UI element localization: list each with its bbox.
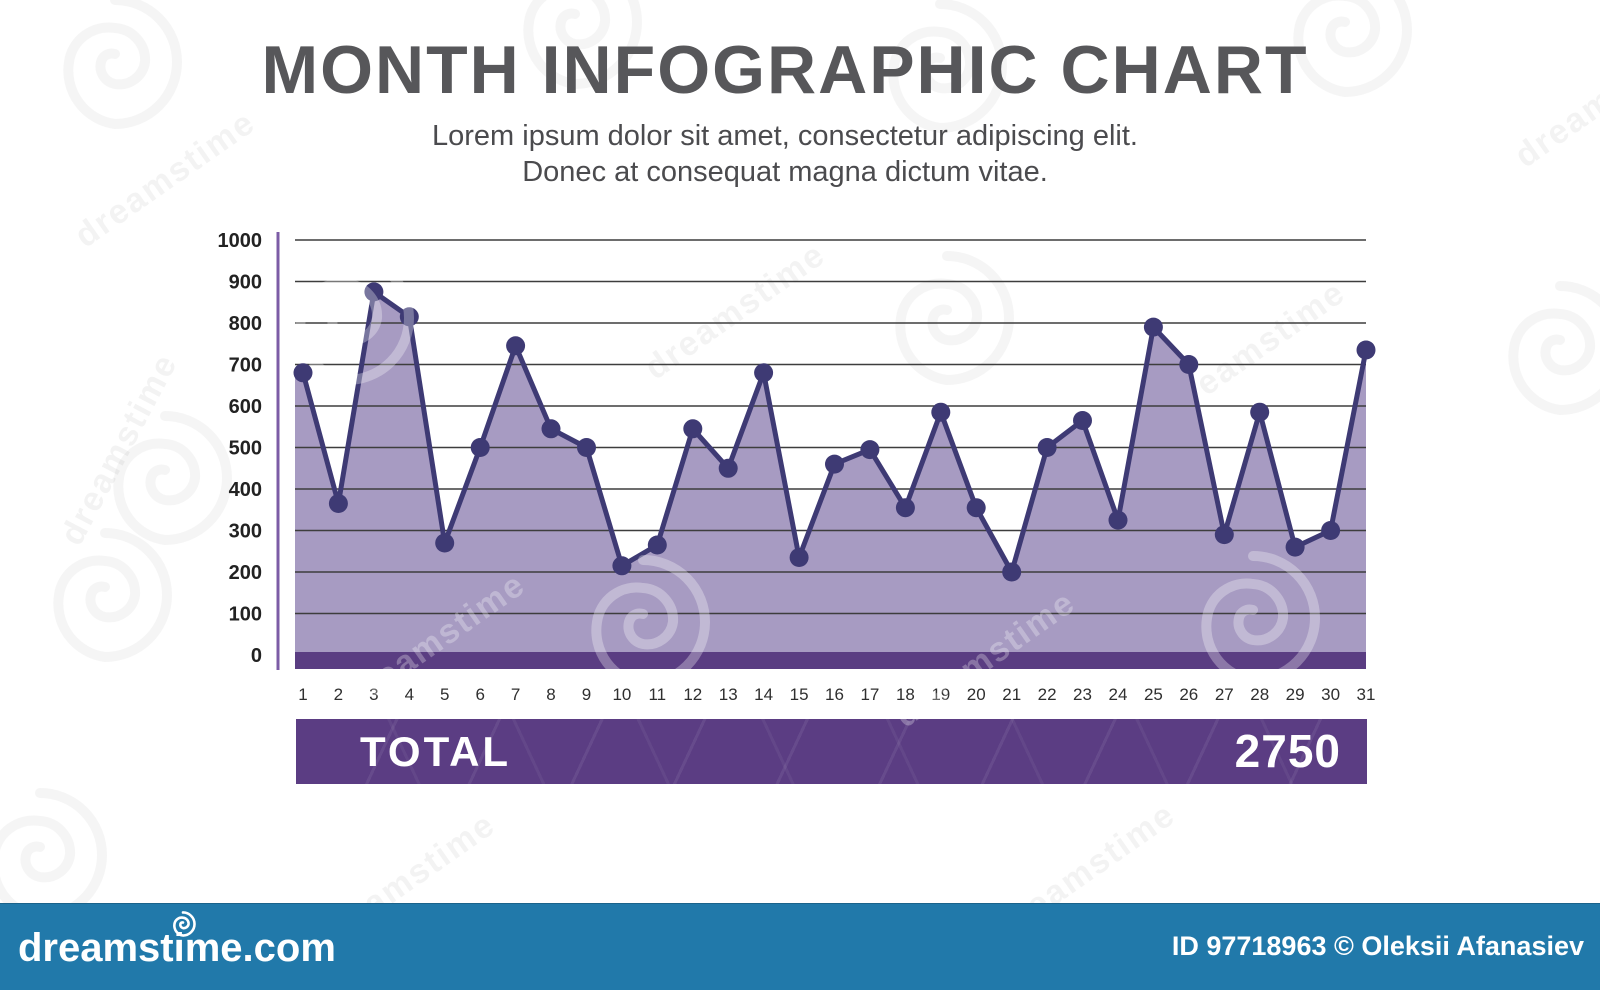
x-axis-label-2: 2 (334, 685, 343, 704)
y-axis-label-1000: 1000 (218, 230, 263, 252)
x-axis-label-15: 15 (790, 685, 809, 704)
x-axis-label-26: 26 (1179, 685, 1198, 704)
x-axis-label-10: 10 (612, 685, 631, 704)
data-point-day-28 (1250, 402, 1270, 422)
data-point-day-3 (364, 282, 384, 302)
x-axis-label-9: 9 (582, 685, 591, 704)
subtitle-line-2: Donec at consequat magna dictum vitae. (522, 156, 1048, 188)
data-point-day-2 (328, 494, 348, 513)
data-point-day-30 (1321, 521, 1341, 540)
data-point-day-12 (683, 419, 703, 439)
data-point-day-24 (1108, 510, 1128, 530)
x-axis-label-30: 30 (1321, 685, 1340, 704)
x-axis-label-12: 12 (683, 685, 702, 704)
data-point-day-26 (1179, 355, 1199, 374)
x-axis-label-7: 7 (511, 685, 520, 704)
x-axis-label-18: 18 (896, 685, 915, 704)
x-axis-label-5: 5 (440, 685, 449, 704)
baseline-band (295, 652, 1366, 669)
data-point-day-17 (860, 440, 880, 460)
data-point-day-7 (506, 336, 526, 356)
y-axis-label-300: 300 (229, 521, 262, 543)
stock-footer-bar: dreamstime.com ID 97718963 © Oleksii Afa… (0, 903, 1600, 990)
total-label: TOTAL (360, 728, 512, 775)
x-axis-label-1: 1 (298, 685, 307, 704)
y-axis-label-100: 100 (229, 604, 262, 626)
data-point-day-8 (541, 419, 561, 439)
y-axis-label-600: 600 (229, 396, 262, 418)
data-point-day-13 (718, 458, 738, 478)
data-point-day-19 (931, 402, 951, 422)
data-point-day-22 (1037, 438, 1057, 457)
data-point-day-10 (612, 556, 632, 576)
x-axis-label-19: 19 (931, 685, 950, 704)
page-subtitle: Lorem ipsum dolor sit amet, consectetur … (0, 118, 1570, 190)
x-axis-label-22: 22 (1038, 685, 1057, 704)
chart-header: MONTH INFOGRAPHIC CHART Lorem ipsum dolo… (0, 34, 1570, 190)
y-axis-label-0: 0 (251, 645, 262, 667)
data-point-day-4 (399, 307, 419, 327)
x-axis-label-27: 27 (1215, 685, 1234, 704)
data-point-day-6 (470, 438, 490, 457)
x-axis-label-16: 16 (825, 685, 844, 704)
y-axis-label-900: 900 (229, 272, 262, 294)
x-axis-label-13: 13 (719, 685, 738, 704)
y-axis-label-800: 800 (229, 313, 262, 335)
x-axis-label-8: 8 (546, 685, 555, 704)
total-banner: TOTAL 2750 (296, 719, 1367, 784)
y-axis-label-400: 400 (229, 479, 262, 501)
x-axis-label-25: 25 (1144, 685, 1163, 704)
data-point-day-29 (1285, 537, 1305, 557)
data-point-day-16 (825, 454, 844, 474)
y-axis-label-700: 700 (229, 355, 262, 377)
dreamstime-logo: dreamstime.com (18, 911, 336, 971)
subtitle-line-1: Lorem ipsum dolor sit amet, consectetur … (432, 120, 1138, 152)
data-point-day-21 (1002, 562, 1022, 582)
x-axis-label-4: 4 (405, 685, 414, 704)
x-axis-label-20: 20 (967, 685, 986, 704)
x-axis-label-28: 28 (1250, 685, 1269, 704)
x-axis-label-24: 24 (1109, 685, 1128, 704)
x-axis-label-11: 11 (648, 685, 666, 704)
data-point-day-18 (895, 498, 915, 518)
data-point-day-14 (754, 363, 774, 383)
x-axis-label-31: 31 (1357, 685, 1376, 704)
data-point-day-23 (1073, 411, 1092, 430)
y-axis-label-200: 200 (229, 562, 262, 584)
x-axis-label-6: 6 (475, 685, 484, 704)
x-axis-label-23: 23 (1073, 685, 1092, 704)
x-axis-label-29: 29 (1286, 685, 1305, 704)
page-title: MONTH INFOGRAPHIC CHART (261, 32, 1309, 108)
data-point-day-5 (435, 533, 455, 553)
data-point-day-31 (1356, 340, 1376, 360)
x-axis-label-3: 3 (369, 685, 378, 704)
data-point-day-1 (293, 363, 313, 383)
image-credit: ID 97718963 © Oleksii Afanasiev (1171, 931, 1584, 961)
x-axis-label-17: 17 (860, 685, 879, 704)
x-axis-label-21: 21 (1002, 685, 1021, 704)
dreamstime-spiral-icon (173, 911, 196, 937)
data-point-day-9 (577, 438, 596, 457)
data-point-day-25 (1143, 317, 1163, 337)
y-axis-label-500: 500 (229, 438, 262, 460)
data-point-day-27 (1214, 525, 1234, 545)
data-point-day-15 (789, 548, 809, 567)
data-point-day-11 (647, 535, 667, 555)
x-axis-label-14: 14 (754, 685, 773, 704)
total-value: 2750 (1234, 725, 1341, 777)
data-point-day-20 (966, 498, 986, 518)
